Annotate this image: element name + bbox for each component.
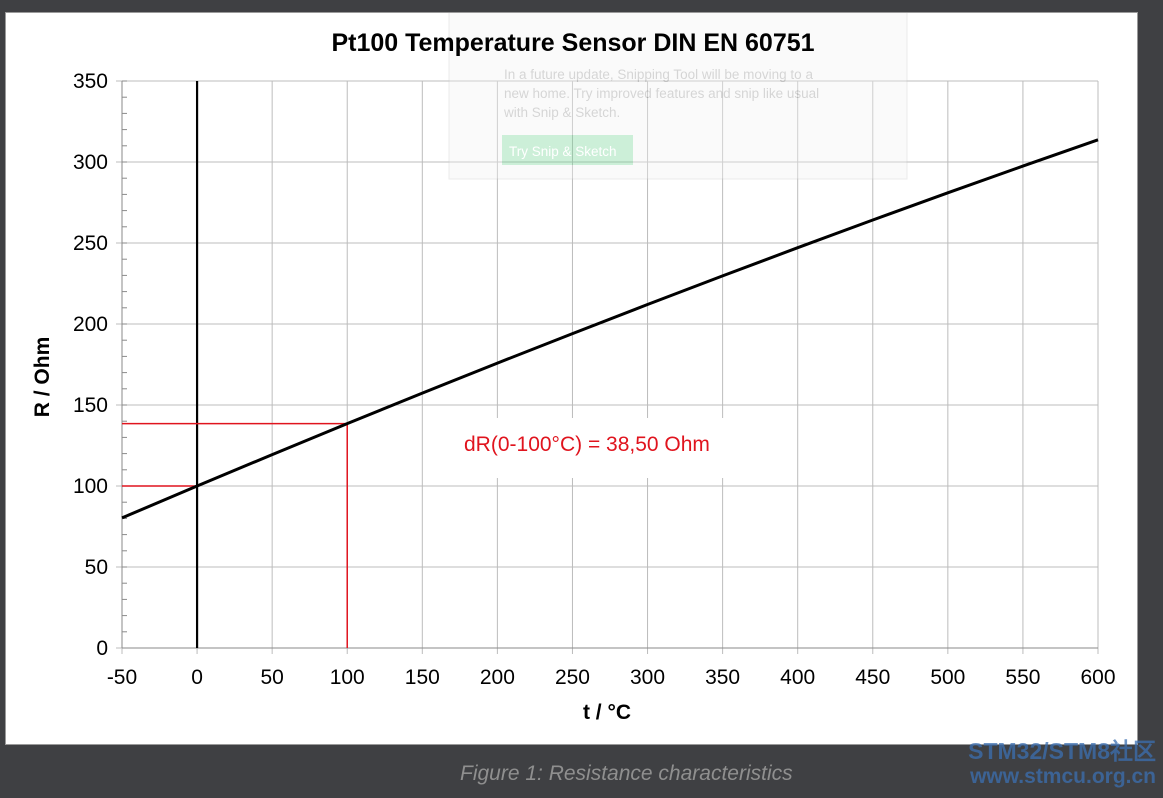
watermark-logo: STM32/STM8社区 www.stmcu.org.cn [928,738,1156,788]
x-tick-label: 550 [1005,666,1040,689]
delta-r-annotation: dR(0-100°C) = 38,50 Ohm [464,433,710,456]
chart-panel: -50 0 50 100 150 200 250 300 350 400 450 500 550 600 … [5,12,1138,745]
x-tick-label: 100 [330,666,365,689]
figure-caption: Figure 1: Resistance characteristics [460,762,793,785]
annotation-background [456,418,756,478]
x-tick-label: 0 [191,666,203,689]
y-tick-label: 200 [73,313,108,336]
y-tick-label: 250 [73,232,108,255]
notification-line-2: new home. Try improved features and snip… [504,86,819,101]
x-tick-label: 500 [930,666,965,689]
y-minor-ticks [122,80,127,649]
watermark-line-1: STM32/STM8社区 [968,738,1156,764]
close-icon[interactable]: ✕ [839,13,850,14]
x-tick-label: -50 [107,666,137,689]
x-tick-label: 400 [780,666,815,689]
x-tick-label: 150 [405,666,440,689]
pt100-resistance-curve [121,138,1099,520]
try-snip-sketch-label: Try Snip & Sketch [509,144,617,159]
y-tick-label: 150 [73,394,108,417]
series-layer [121,138,1099,520]
x-tick-label: 250 [555,666,590,689]
y-axis-label: R / Ohm [31,337,54,418]
x-tick-label: 200 [480,666,515,689]
y-tick-label: 0 [96,637,108,660]
try-snip-sketch-button[interactable] [502,135,633,165]
y-tick-label: 100 [73,475,108,498]
reference-lines [122,81,348,648]
notification-line-3: with Snip & Sketch. [503,105,620,120]
y-tick-labels: 0 50 100 150 200 250 300 350 [73,70,108,660]
x-tick-label: 450 [855,666,890,689]
y-tick-label: 350 [73,70,108,93]
x-tick-labels: -50 0 50 100 150 200 250 300 350 400 450 500 550 600 [107,666,1116,689]
notification-line-1: In a future update, Snipping Tool will b… [504,67,813,82]
x-axis-label: t / °C [583,701,631,724]
snipping-tool-notification: ✕ In a future update, Snipping Tool will… [448,13,908,180]
annotation-layer: dR(0-100°C) = 38,50 Ohm [456,418,756,478]
watermark-line-2: www.stmcu.org.cn [970,765,1156,788]
x-tick-label: 350 [705,666,740,689]
x-tick-label: 600 [1080,666,1115,689]
chart-title: Pt100 Temperature Sensor DIN EN 60751 [331,29,814,57]
y-tick-label: 50 [85,556,108,579]
notification-card [448,13,908,180]
x-tick-label: 50 [260,666,283,689]
y-tick-label: 300 [73,151,108,174]
grid-lines [116,80,1099,654]
x-tick-label: 300 [630,666,665,689]
chart-canvas: -50 0 50 100 150 200 250 300 350 400 450 500 550 600 … [31,13,1116,724]
